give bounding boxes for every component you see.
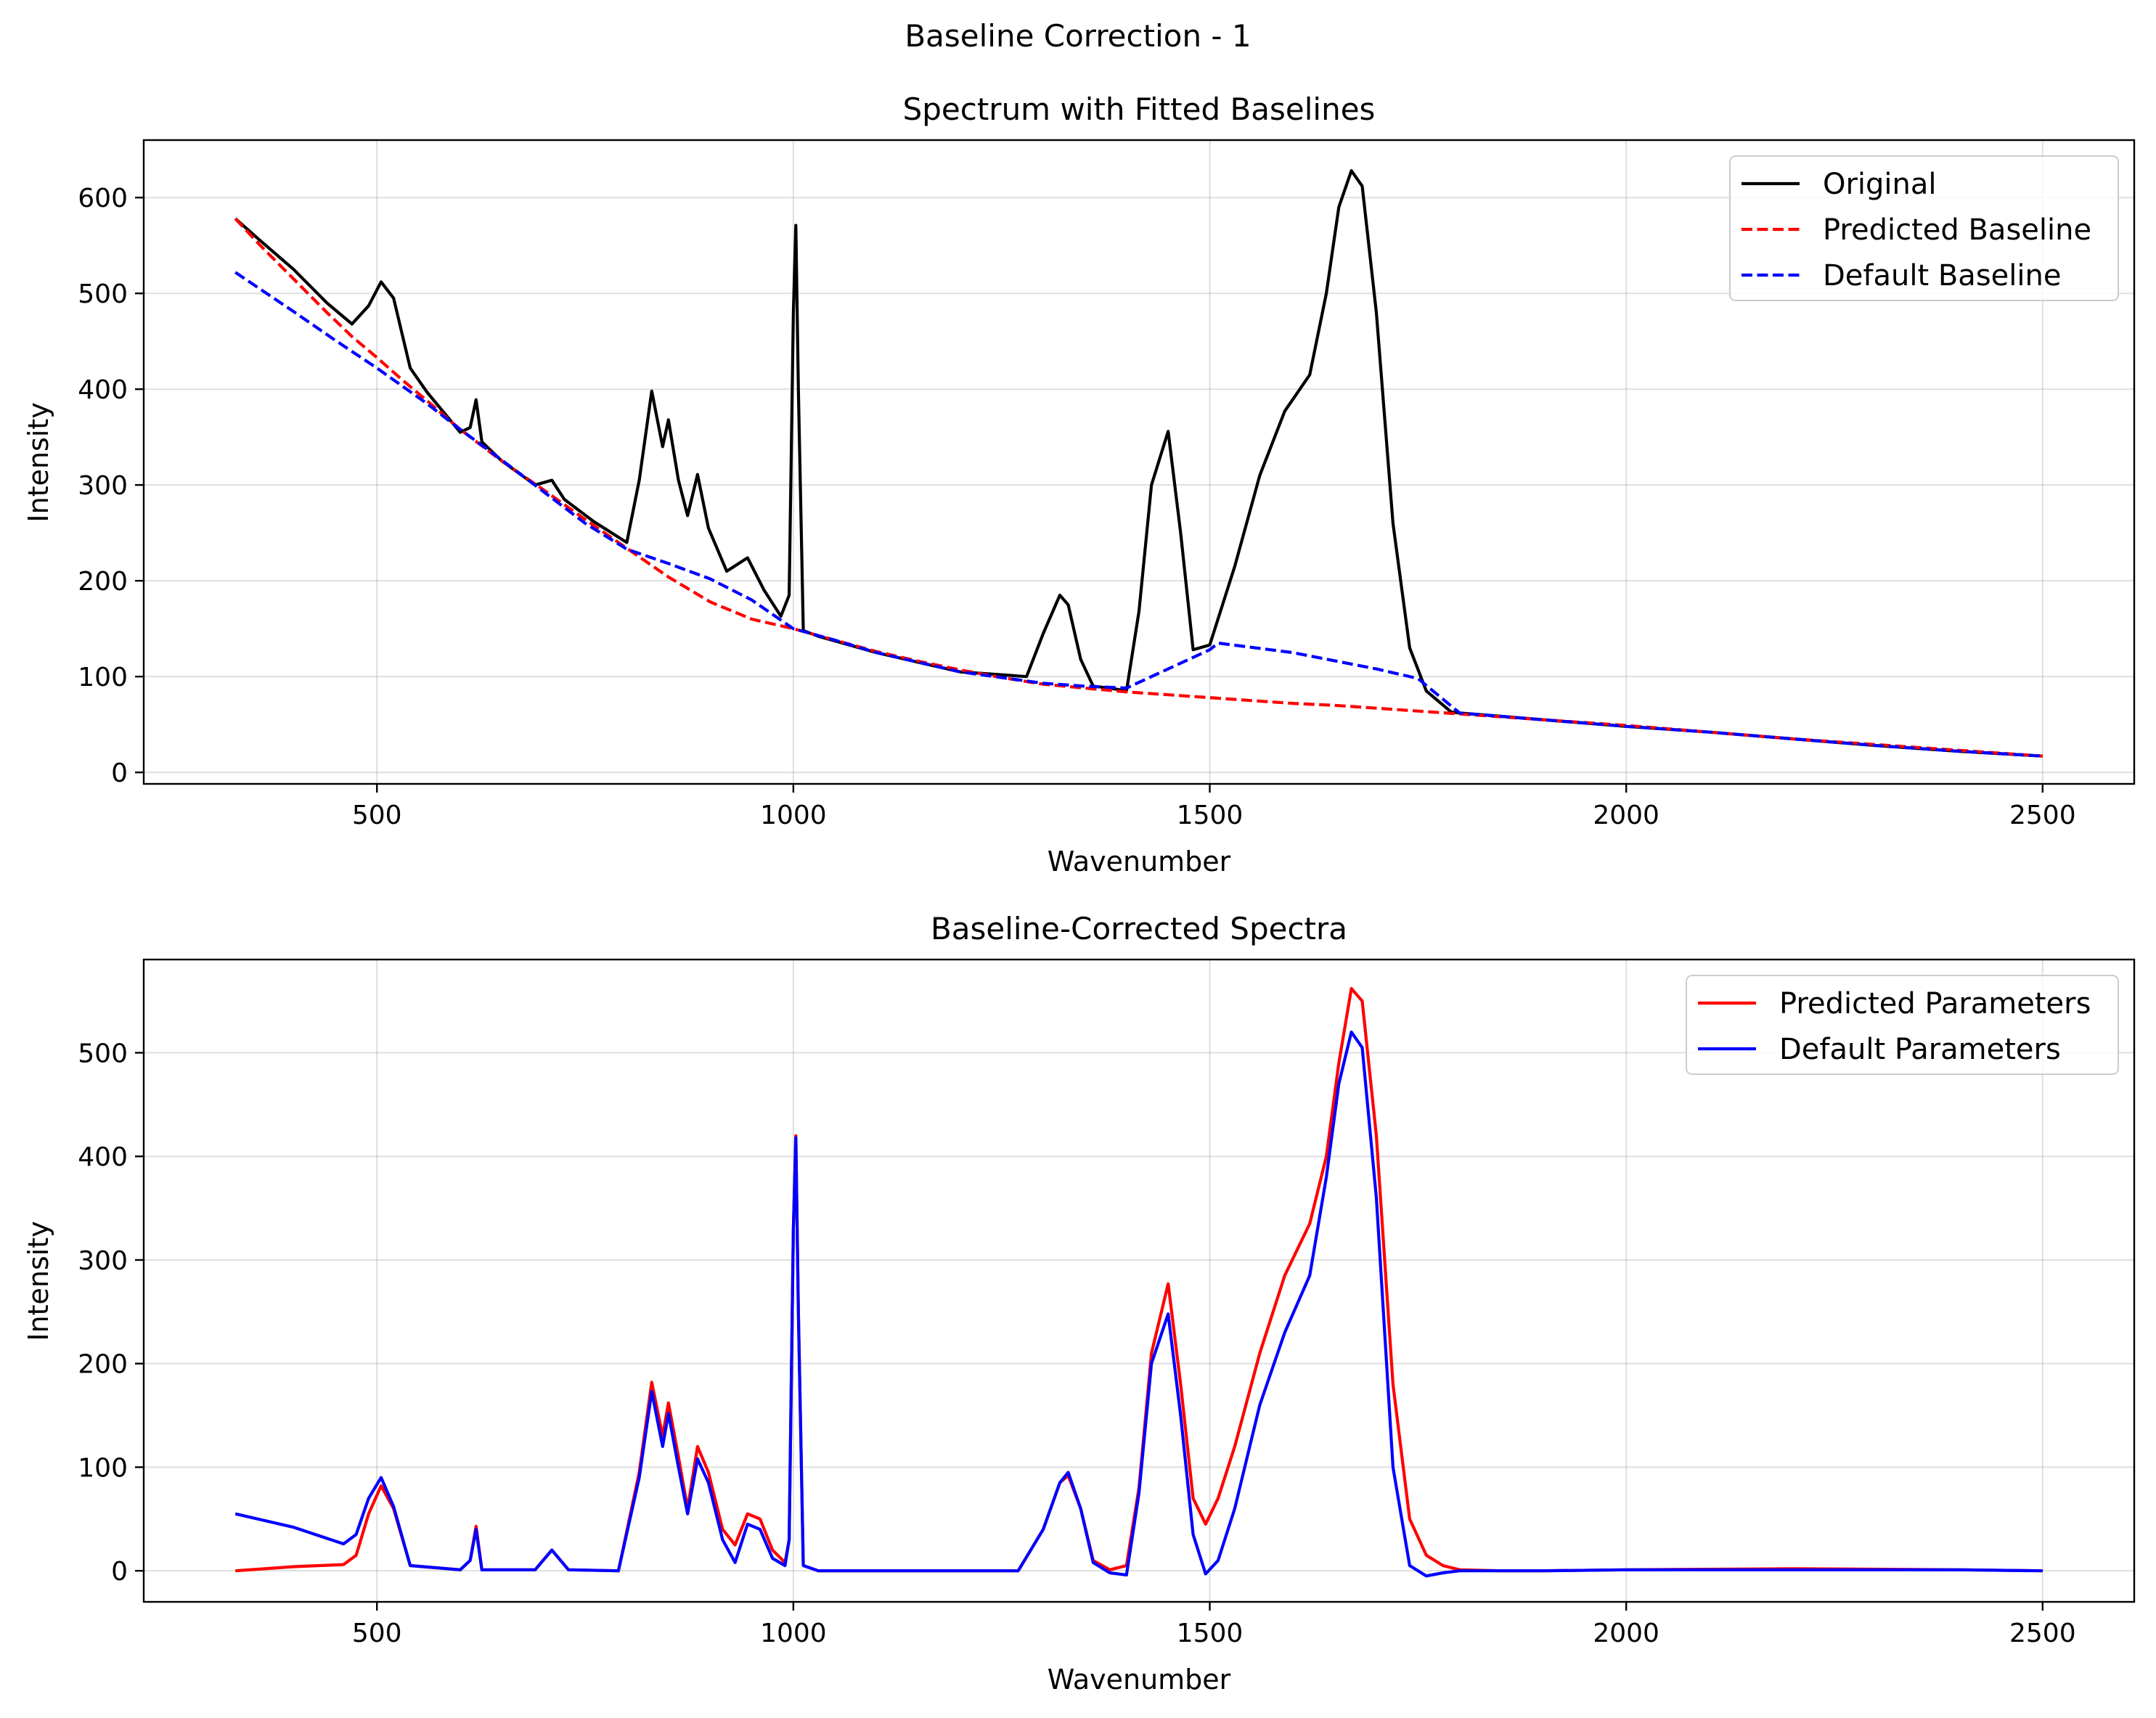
legend: Original Predicted Baseline Default Baseli… xyxy=(1729,155,2119,301)
grid-lines xyxy=(144,140,2134,784)
legend-box xyxy=(1729,155,2119,301)
y-axis-label: Intensity xyxy=(23,402,54,522)
ticks: 500 1000 1500 2000 2500 0 100 200 300 400 500 600 xyxy=(78,184,2075,830)
legend-label: Predicted Parameters xyxy=(1779,987,2091,1020)
y-tick-label: 0 xyxy=(111,758,128,788)
panel-title: Spectrum with Fitted Baselines xyxy=(903,91,1376,127)
legend-label: Original xyxy=(1823,168,1937,201)
y-tick-label: 200 xyxy=(78,1350,128,1380)
y-tick-label: 600 xyxy=(78,184,128,213)
y-tick-label: 500 xyxy=(78,1039,128,1068)
series-lines xyxy=(234,986,2043,1578)
x-tick-label: 500 xyxy=(352,801,402,830)
y-tick-label: 400 xyxy=(78,1142,128,1172)
x-tick-label: 1500 xyxy=(1177,1619,1244,1648)
x-tick-label: 1000 xyxy=(760,801,827,830)
y-tick-label: 100 xyxy=(78,663,128,692)
axes-frame xyxy=(142,139,2136,785)
y-tick-label: 400 xyxy=(78,375,128,405)
y-tick-label: 0 xyxy=(111,1557,128,1587)
series-line-default-parameters xyxy=(234,1030,2043,1578)
x-axis-label: Wavenumber xyxy=(1048,846,1231,878)
grid-lines xyxy=(144,960,2134,1602)
x-tick-label: 1000 xyxy=(760,1619,827,1648)
y-tick-label: 500 xyxy=(78,279,128,309)
x-tick-label: 500 xyxy=(352,1619,402,1648)
x-tick-label: 2000 xyxy=(1593,801,1659,830)
x-axis-label: Wavenumber xyxy=(1048,1664,1231,1695)
x-tick-label: 1500 xyxy=(1177,801,1244,830)
legend-label: Predicted Baseline xyxy=(1823,213,2091,247)
y-tick-label: 300 xyxy=(78,1246,128,1276)
panel-title: Baseline-Corrected Spectra xyxy=(931,911,1347,946)
y-axis-label: Intensity xyxy=(23,1221,54,1341)
series-lines xyxy=(234,169,2043,758)
series-line-default-baseline xyxy=(234,271,2043,758)
figure-suptitle: Baseline Correction - 1 xyxy=(905,18,1251,54)
panel-corrected-spectra: Baseline-Corrected Spectra 500 1000 1500 20… xyxy=(23,911,2136,1695)
legend-label: Default Parameters xyxy=(1779,1033,2061,1066)
panel-fitted-baselines: Spectrum with Fitted Baselines 500 1000 15… xyxy=(23,91,2136,878)
axes-frame xyxy=(142,958,2136,1603)
y-tick-label: 200 xyxy=(78,567,128,597)
legend: Predicted Parameters Default Parameters xyxy=(1686,975,2119,1075)
x-tick-label: 2500 xyxy=(2009,1619,2076,1648)
legend-label: Default Baseline xyxy=(1823,259,2061,293)
legend-box xyxy=(1686,975,2119,1075)
x-tick-label: 2000 xyxy=(1593,1619,1659,1648)
y-tick-label: 300 xyxy=(78,471,128,501)
x-tick-label: 2500 xyxy=(2009,801,2076,830)
ticks: 500 1000 1500 2000 2500 0 100 200 300 400 500 xyxy=(78,1039,2075,1648)
y-tick-label: 100 xyxy=(78,1453,128,1483)
